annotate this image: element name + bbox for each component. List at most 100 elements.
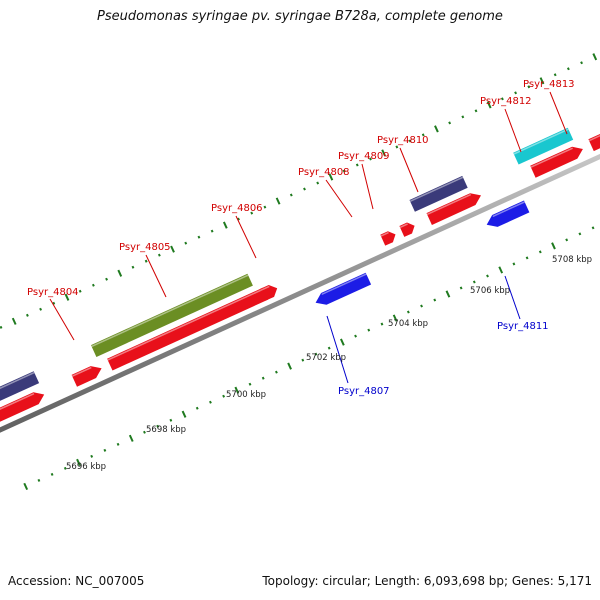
tick-mark-inner <box>512 262 516 266</box>
tick-mark-inner <box>565 238 569 242</box>
tick-mark-inner <box>538 250 542 254</box>
tick-mark-outer <box>78 289 82 293</box>
tick-mark-inner <box>445 290 451 298</box>
tick-mark-inner <box>591 226 595 230</box>
genome-title: Pseudomonas syringae pv. syringae B728a,… <box>97 9 503 24</box>
tick-mark-outer <box>381 149 387 157</box>
tick-mark-outer <box>275 197 281 205</box>
gene-label: Psyr_4806 <box>211 203 263 214</box>
gene-bar <box>513 127 574 165</box>
tick-mark-inner <box>420 304 423 308</box>
gene-arrow-highlight <box>107 288 264 361</box>
gene-arrow-body <box>259 285 278 301</box>
tick-mark-inner <box>392 314 398 322</box>
tick-mark-inner <box>156 424 160 428</box>
tick-mark-outer <box>222 221 228 229</box>
tick-mark-inner <box>169 418 173 422</box>
gene-label: Psyr_4809 <box>338 151 390 162</box>
kbp-label: 5704 kbp <box>388 319 428 329</box>
tick-mark-inner <box>578 232 582 236</box>
tick-mark-outer <box>553 73 557 77</box>
tick-mark-inner <box>195 406 199 410</box>
gene-arrow <box>530 146 583 178</box>
tick-mark-outer <box>474 109 478 113</box>
tick-mark-outer <box>197 235 201 239</box>
gene-arrow <box>71 366 102 387</box>
tick-mark-outer <box>250 211 254 215</box>
gene-bar-body <box>513 127 574 165</box>
tick-mark-outer <box>184 241 188 245</box>
tick-mark-inner <box>314 352 318 356</box>
tick-mark-inner <box>551 242 556 250</box>
gene-label: Psyr_4811 <box>497 321 549 332</box>
tick-mark-inner <box>406 310 410 314</box>
tick-mark-outer <box>117 269 123 277</box>
tick-mark-inner <box>380 322 384 326</box>
gene-arrow-body <box>380 231 396 246</box>
tick-mark-outer <box>316 181 320 185</box>
gene-arrow <box>380 231 396 246</box>
gene-arrow-highlight <box>426 193 472 216</box>
tick-mark-inner <box>209 400 212 404</box>
tick-mark-outer <box>434 125 439 133</box>
tick-mark-outer <box>11 317 17 325</box>
tick-mark-outer <box>39 307 43 311</box>
gene-arrow-highlight <box>492 201 525 218</box>
gene-arrow <box>315 272 372 305</box>
tick-mark-inner <box>433 298 437 302</box>
tick-mark-inner <box>181 410 187 418</box>
tick-mark-outer <box>580 61 583 65</box>
tick-mark-outer <box>421 133 425 137</box>
tick-mark-inner <box>234 386 240 394</box>
tick-mark-outer <box>64 293 70 301</box>
gene-bar-highlight <box>409 176 464 203</box>
gene-label: Psyr_4812 <box>480 96 532 107</box>
tick-mark-outer <box>105 277 108 281</box>
tick-mark-inner <box>50 472 54 476</box>
gene-arrow-highlight <box>260 285 270 292</box>
tick-mark-inner <box>222 394 226 398</box>
genome-info: Topology: circular; Length: 6,093,698 bp… <box>262 574 592 588</box>
tick-mark-inner <box>103 448 107 452</box>
tick-mark-outer <box>408 139 412 143</box>
tick-mark-outer <box>500 97 504 101</box>
tick-mark-outer <box>289 193 293 197</box>
tick-mark-outer <box>263 205 267 209</box>
gene-arrow <box>107 287 274 371</box>
tick-mark-outer <box>303 187 306 191</box>
gene-arrow-highlight <box>399 223 408 229</box>
tick-mark-inner <box>287 362 292 370</box>
leader-line <box>504 108 522 153</box>
gene-label: Psyr_4807 <box>338 386 390 397</box>
gene-arrow <box>0 392 45 422</box>
gene-arrow-body <box>486 200 530 227</box>
tick-mark-outer <box>131 265 135 269</box>
tick-mark-outer <box>342 169 346 173</box>
accession-value: NC_007005 <box>75 574 145 588</box>
tick-mark-inner <box>261 376 265 380</box>
tick-mark-inner <box>340 338 345 346</box>
gene-arrow-body <box>315 272 372 305</box>
leader-line <box>504 275 521 320</box>
gene-arrow-highlight <box>321 273 367 296</box>
accession-label: Accession: <box>8 574 72 588</box>
tick-mark-inner <box>37 478 41 482</box>
leader-line <box>399 147 419 193</box>
kbp-label: 5700 kbp <box>226 390 266 400</box>
gene-arrow-highlight <box>588 134 600 142</box>
gene-arrow <box>588 134 600 152</box>
tick-mark-outer <box>210 229 214 233</box>
gene-bar-highlight <box>0 371 35 390</box>
tick-mark-outer <box>52 301 56 305</box>
gene-arrow-body <box>399 222 415 237</box>
tick-mark-inner <box>525 256 529 260</box>
tick-mark-inner <box>90 454 94 458</box>
tick-mark-outer <box>157 253 161 257</box>
leader-line <box>325 179 353 218</box>
kbp-label: 5696 kbp <box>66 462 106 472</box>
tick-mark-outer <box>448 121 452 125</box>
gene-arrow-body <box>0 392 45 422</box>
accession-text: Accession: NC_007005 <box>8 574 144 588</box>
